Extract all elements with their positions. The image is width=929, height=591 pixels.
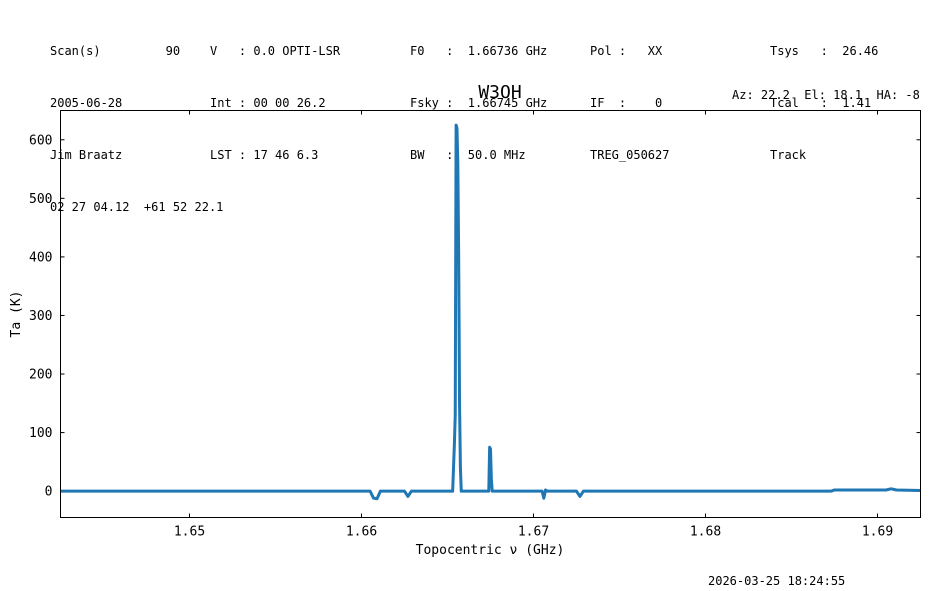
y-tick-label: 300 [29,309,52,324]
x-tick-label: 1.65 [174,525,205,540]
y-tick-label: 400 [29,250,52,265]
header-lst: LST : 17 46 6.3 [210,148,319,162]
header-velocity: V : 0.0 OPTI-LSR [210,44,341,58]
header-track: Track [770,148,807,162]
header-fsky: Fsky : 1.66745 GHz [410,96,548,110]
header-bw: BW : 50.0 MHz [410,148,526,162]
header-scan: Scan(s) 90 [50,44,181,58]
y-tick-label: 100 [29,426,52,441]
chart-title: W3OH [478,82,522,103]
header-f0: F0 : 1.66736 GHz [410,44,548,58]
header-azel: Az: 22.2 El: 18.1 HA: -8 [732,88,920,102]
footer-timestamp: 2026-03-25 18:24:55 [708,574,846,588]
header-tcal: Tcal : 1.41 [770,96,872,110]
x-tick-label: 1.68 [690,525,721,540]
y-tick-label: 0 [45,485,53,500]
header-date: 2005-06-28 [50,96,123,110]
axis-ticks: 1.65 1.66 1.67 1.68 1.69 0 100 200 300 400 500 600 [29,110,921,540]
y-tick-label: 500 [29,192,52,207]
plot-frame [60,110,921,518]
x-tick-label: 1.66 [346,525,377,540]
y-tick-label: 600 [29,133,52,148]
header-treg: TREG_050627 [590,148,670,162]
header-col3: F0 : 1.66736 GHz Fsky : 1.66745 GHz BW :… [410,16,547,176]
series-group [60,123,921,501]
header-pol: Pol : XX [590,44,663,58]
x-tick-label: 1.67 [518,525,549,540]
header-if: IF : 0 [590,96,663,110]
x-axis-label: Topocentric ν (GHz) [416,543,565,558]
x-tick-label: 1.69 [862,525,893,540]
series-line [60,123,921,501]
header-col4: Pol : XX IF : 0 TREG_050627 [590,16,669,176]
header-tsys: Tsys : 26.46 [770,44,879,58]
y-axis-label: Ta (K) [9,291,24,338]
header-int: Int : 00 00 26.2 [210,96,326,110]
header-coords: 02 27 04.12 +61 52 22.1 [50,200,224,214]
y-tick-label: 200 [29,368,52,383]
header-col5: Tsys : 26.46 Tcal : 1.41 Track [770,16,878,176]
header-col2: V : 0.0 OPTI-LSR Int : 00 00 26.2 LST : … [210,16,340,176]
